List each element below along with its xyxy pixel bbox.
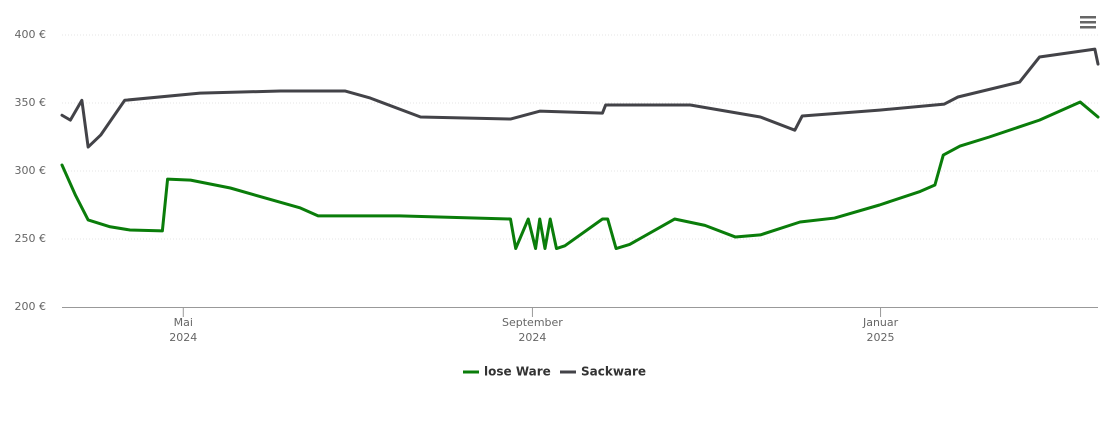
- y-tick-label: 200 €: [15, 300, 47, 313]
- menu-bar: [1080, 21, 1096, 24]
- line-series: [60, 100, 1100, 251]
- x-tick-label: September: [502, 316, 563, 329]
- y-tick-label: 350 €: [15, 96, 47, 109]
- x-tick-label: Mai: [174, 316, 193, 329]
- legend-item[interactable]: lose Ware: [463, 365, 551, 379]
- legend-item[interactable]: Sackware: [560, 365, 646, 379]
- line-series: [60, 47, 1100, 149]
- x-tick-label: Januar: [862, 316, 899, 329]
- legend-label: Sackware: [581, 365, 646, 379]
- y-tick-label: 300 €: [15, 164, 47, 177]
- menu-icon[interactable]: [1080, 16, 1096, 29]
- menu-bar: [1080, 26, 1096, 29]
- x-tick-label: 2024: [169, 331, 197, 344]
- x-tick-label: 2025: [867, 331, 895, 344]
- y-tick-label: 400 €: [15, 28, 47, 41]
- legend-label: lose Ware: [484, 365, 551, 379]
- x-tick-label: 2024: [518, 331, 546, 344]
- y-tick-label: 250 €: [15, 232, 47, 245]
- menu-bar: [1080, 16, 1096, 19]
